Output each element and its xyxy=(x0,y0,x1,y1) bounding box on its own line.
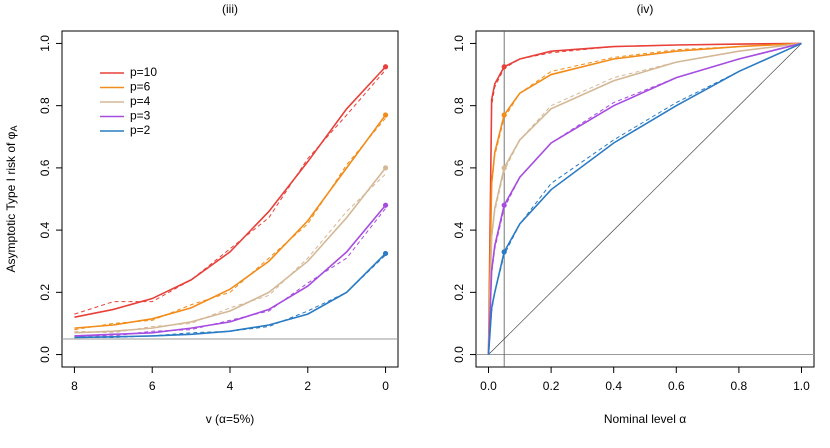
diagonal xyxy=(488,43,802,355)
endpoint-marker xyxy=(501,165,507,171)
endpoint-marker xyxy=(382,112,389,118)
y-tick-label: 0.0 xyxy=(38,346,52,363)
series-line xyxy=(74,252,387,339)
x-tick-label: 0.4 xyxy=(605,379,622,393)
y-tick-label: 0.4 xyxy=(38,221,52,238)
endpoint-marker xyxy=(501,202,507,208)
series-dashed-line xyxy=(74,69,386,315)
series-dashed-line xyxy=(488,42,802,355)
y-axis-label-text: Asymptotic Type I risk of φ xyxy=(4,131,18,272)
legend-label: p=2 xyxy=(130,123,151,137)
series-dashed-line xyxy=(74,208,386,337)
endpoint-marker xyxy=(501,112,507,118)
series-dashed-line xyxy=(488,42,802,355)
series-line xyxy=(74,204,387,337)
x-tick-label: 8 xyxy=(71,379,78,393)
plot-frame xyxy=(61,30,399,368)
endpoint-marker xyxy=(382,250,389,257)
series-line xyxy=(487,42,802,355)
y-tick-label: 0.2 xyxy=(452,284,466,301)
endpoint-marker xyxy=(382,64,389,70)
x-tick-label: 0.2 xyxy=(543,379,560,393)
series-dashed-line xyxy=(488,42,802,355)
x-tick-label: 1.0 xyxy=(793,379,810,393)
series-line xyxy=(487,42,802,355)
x-tick-label: 0 xyxy=(382,379,389,393)
x-tick-label: 0.8 xyxy=(731,379,748,393)
plot-frame xyxy=(475,30,815,368)
y-axis-label: Asymptotic Type I risk of φA xyxy=(4,126,19,273)
y-tick-label: 0.0 xyxy=(452,346,466,363)
endpoint-marker xyxy=(501,64,507,70)
series-line xyxy=(74,167,387,334)
x-axis-label: v (α=5%) xyxy=(206,412,255,426)
endpoint-marker xyxy=(382,165,389,171)
legend-label: p=6 xyxy=(130,80,151,94)
series-dashed-line xyxy=(74,254,386,338)
y-tick-label: 0.8 xyxy=(452,97,466,114)
series-dashed-line xyxy=(488,42,802,355)
y-tick-label: 1.0 xyxy=(38,35,52,52)
legend-label: p=3 xyxy=(130,109,151,123)
series-line xyxy=(74,66,387,319)
y-tick-label: 1.0 xyxy=(452,35,466,52)
series-dashed-line xyxy=(488,42,802,355)
x-tick-label: 0.6 xyxy=(668,379,685,393)
y-tick-label: 0.6 xyxy=(38,159,52,176)
y-tick-label: 0.8 xyxy=(38,97,52,114)
legend-label: p=4 xyxy=(130,94,151,108)
endpoint-marker xyxy=(501,249,507,255)
y-tick-label: 0.4 xyxy=(452,221,466,238)
panel-title: (iv) xyxy=(637,2,654,16)
panel-title: (iii) xyxy=(222,2,238,16)
series-line xyxy=(487,42,802,355)
y-tick-label: 0.6 xyxy=(452,159,466,176)
legend-label: p=10 xyxy=(130,65,157,79)
x-tick-label: 4 xyxy=(227,379,234,393)
x-tick-label: 0.0 xyxy=(480,379,497,393)
x-axis-label: Nominal level α xyxy=(604,412,686,426)
series-dashed-line xyxy=(74,117,386,331)
series-line xyxy=(74,114,387,329)
x-tick-label: 2 xyxy=(304,379,311,393)
x-tick-label: 6 xyxy=(149,379,156,393)
endpoint-marker xyxy=(382,202,389,208)
y-axis-label-sub: A xyxy=(9,126,19,132)
y-tick-label: 0.2 xyxy=(38,284,52,301)
series-dashed-line xyxy=(74,173,386,334)
